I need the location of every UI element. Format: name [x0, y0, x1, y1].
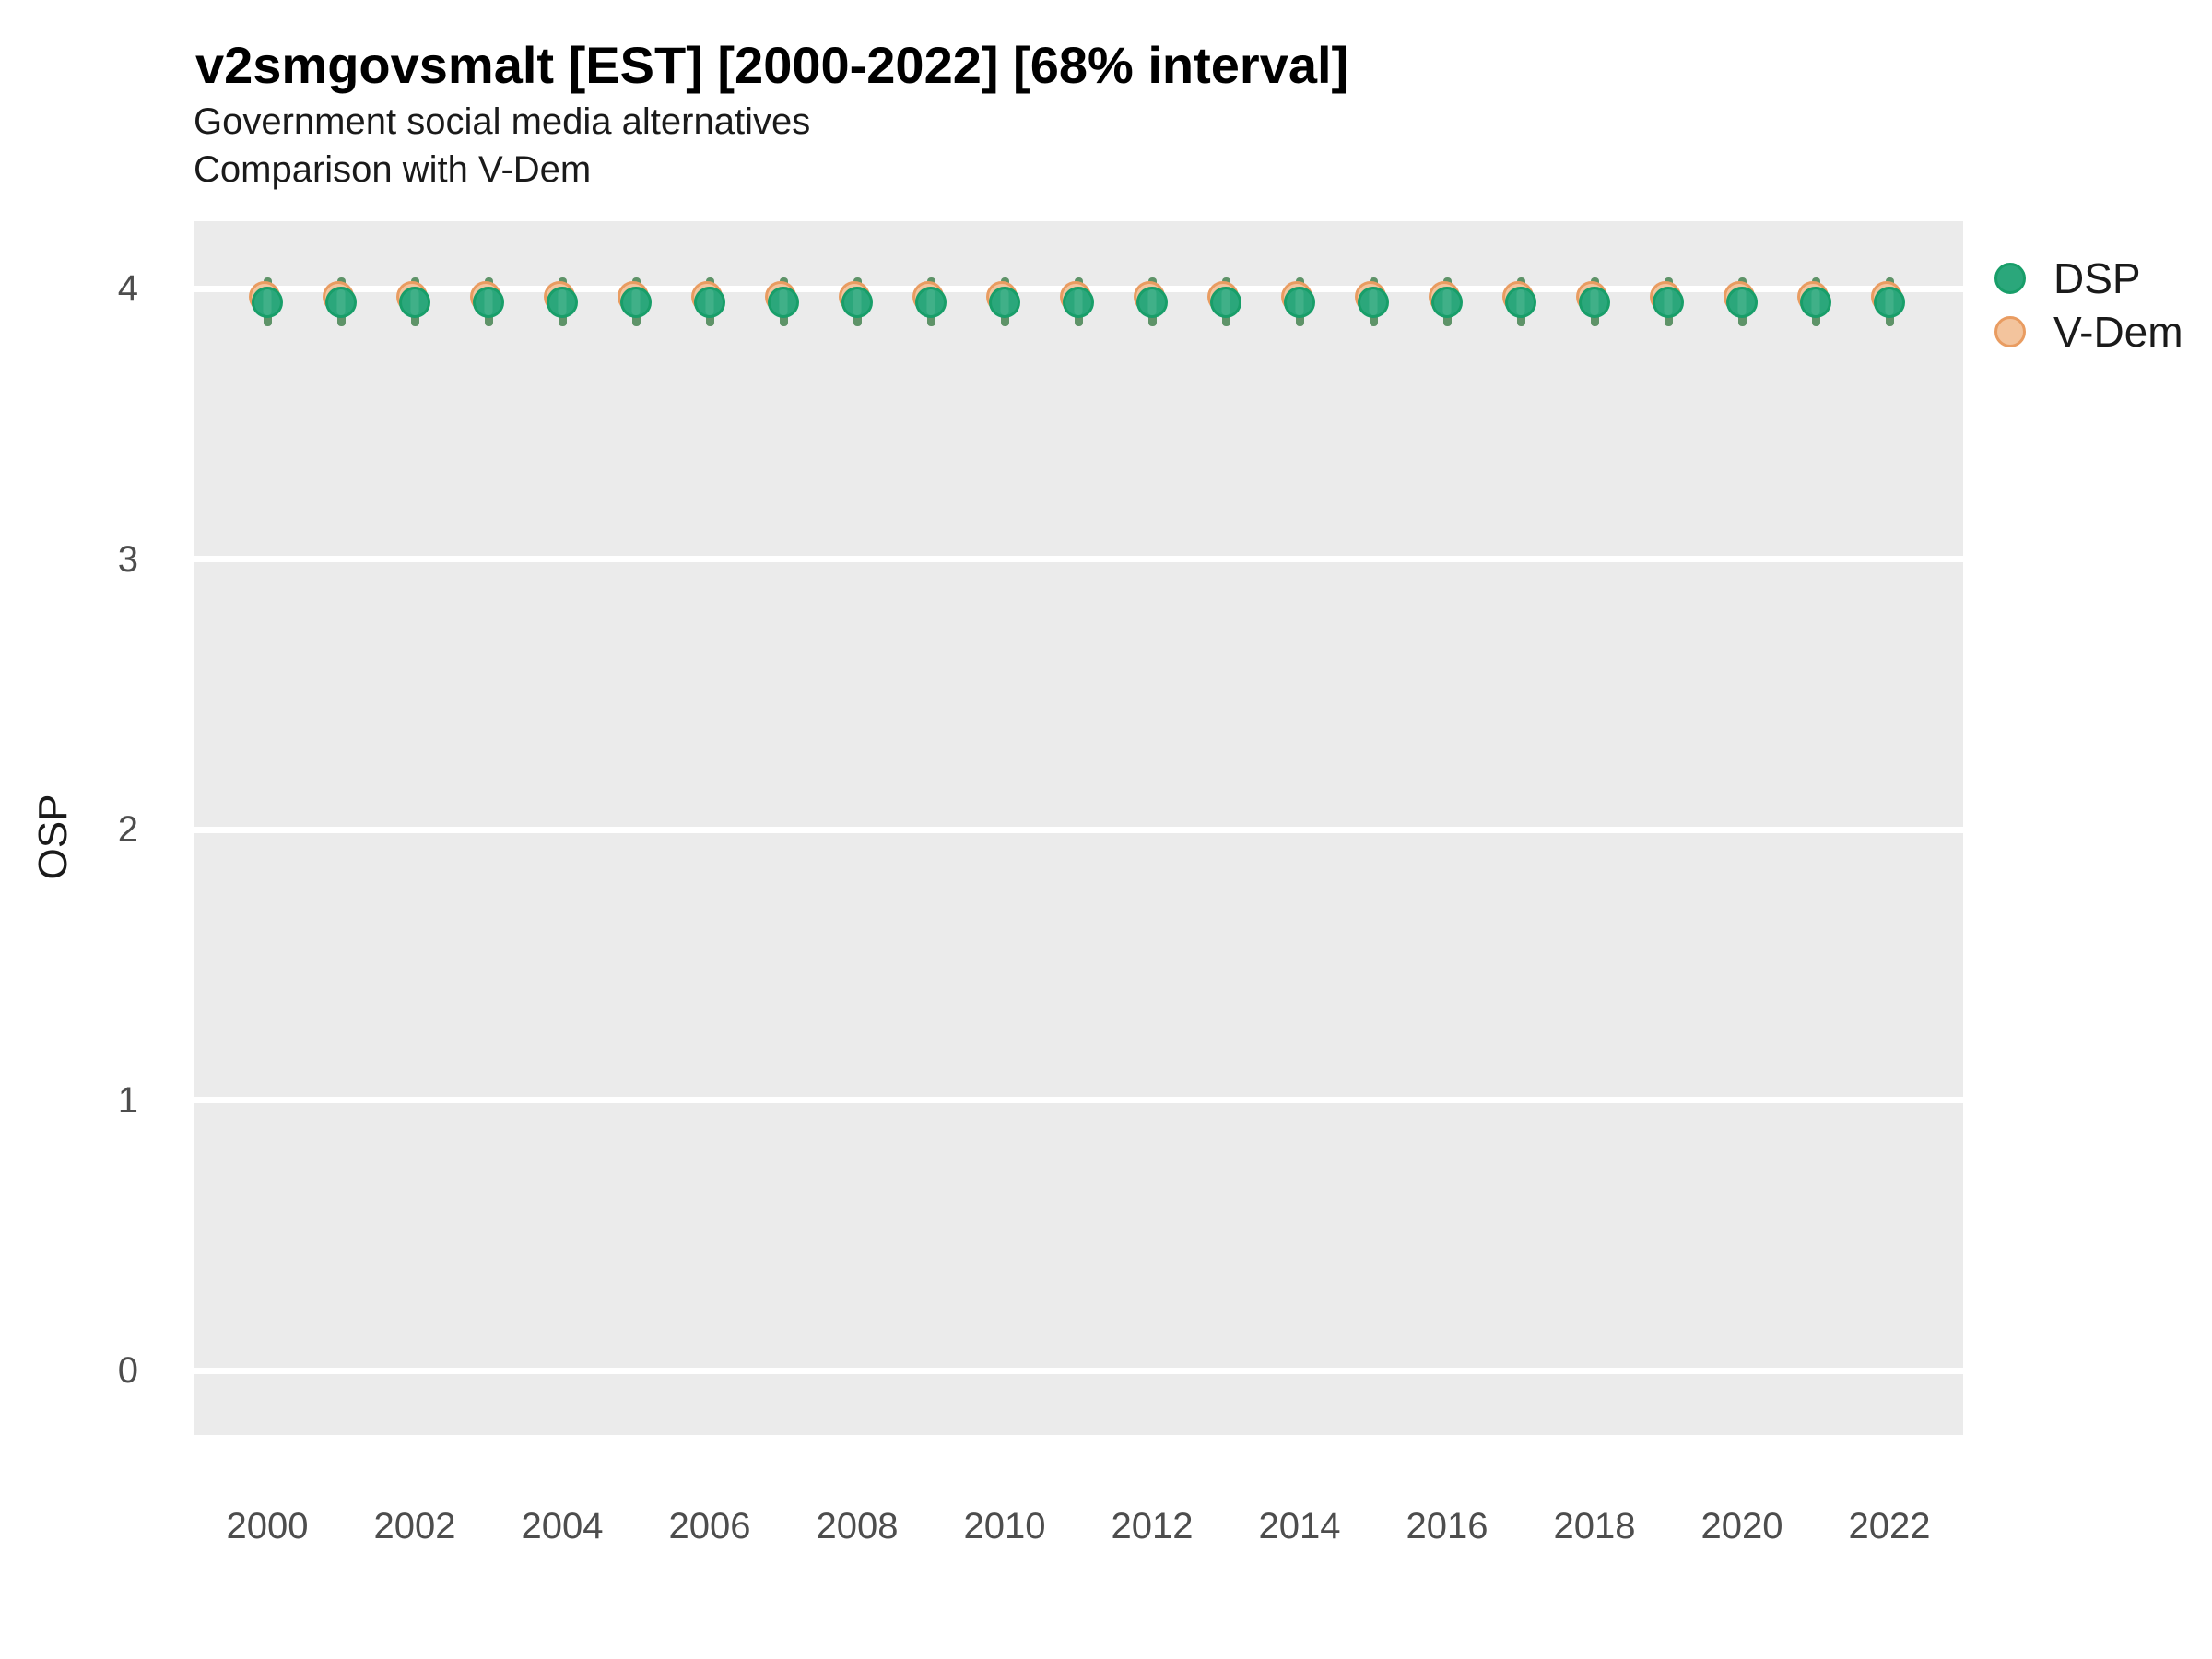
interval-highlight — [1369, 288, 1378, 315]
x-tick-label: 2020 — [1700, 1506, 1783, 1547]
gridline-y-0 — [194, 1367, 1963, 1374]
interval-highlight — [1147, 288, 1157, 315]
plot-panel — [194, 221, 1963, 1435]
interval-highlight — [1885, 288, 1894, 315]
dsp-point-marker — [1358, 286, 1389, 318]
interval-highlight — [1590, 288, 1599, 315]
dsp-point-marker — [1505, 286, 1536, 318]
interval-highlight — [1221, 288, 1230, 315]
dsp-point-marker — [399, 286, 430, 318]
chart-subtitle-line2: Comparison with V-Dem — [194, 149, 592, 190]
interval-highlight — [1737, 288, 1747, 315]
interval-highlight — [558, 288, 567, 315]
dsp-point-marker — [473, 286, 504, 318]
dsp-point-marker — [768, 286, 799, 318]
y-tick-label: 1 — [117, 1079, 138, 1121]
x-tick-label: 2010 — [963, 1506, 1046, 1547]
dsp-point-marker — [620, 286, 652, 318]
x-tick-label: 2000 — [226, 1506, 309, 1547]
x-tick-label: 2002 — [373, 1506, 456, 1547]
dsp-point-marker — [325, 286, 357, 318]
dsp-point-marker — [915, 286, 947, 318]
dsp-point-marker — [1063, 286, 1094, 318]
dsp-point-marker — [694, 286, 725, 318]
x-tick-label: 2014 — [1258, 1506, 1341, 1547]
dsp-point-marker — [1284, 286, 1315, 318]
vdem-legend-marker — [1994, 316, 2026, 347]
legend-label-dsp: DSP — [2053, 254, 2141, 302]
interval-highlight — [1811, 288, 1820, 315]
x-tick-label: 2022 — [1848, 1506, 1931, 1547]
dsp-point-marker — [841, 286, 873, 318]
dsp-point-marker — [1579, 286, 1610, 318]
chart-subtitle-line1: Government social media alternatives — [194, 101, 811, 142]
interval-highlight — [263, 288, 272, 315]
gridline-y-3 — [194, 556, 1963, 562]
y-tick-label: 4 — [117, 268, 138, 309]
interval-highlight — [1074, 288, 1083, 315]
dsp-point-marker — [1210, 286, 1241, 318]
y-tick-label: 0 — [117, 1350, 138, 1391]
interval-highlight — [336, 288, 346, 315]
interval-highlight — [410, 288, 419, 315]
interval-highlight — [1516, 288, 1525, 315]
dsp-point-marker — [1653, 286, 1684, 318]
chart-title: v2smgovsmalt [EST] [2000-2022] [68% inte… — [195, 36, 1349, 94]
interval-highlight — [779, 288, 788, 315]
interval-highlight — [926, 288, 935, 315]
dsp-point-marker — [1726, 286, 1758, 318]
dsp-point-marker — [252, 286, 283, 318]
dsp-point-marker — [1136, 286, 1168, 318]
y-tick-label: 2 — [117, 809, 138, 850]
interval-highlight — [631, 288, 641, 315]
x-tick-label: 2016 — [1406, 1506, 1488, 1547]
legend-label-vdem: V-Dem — [2053, 308, 2183, 356]
interval-highlight — [853, 288, 862, 315]
dsp-point-marker — [989, 286, 1020, 318]
x-tick-label: 2008 — [816, 1506, 899, 1547]
dsp-point-marker — [547, 286, 578, 318]
gridline-y-2 — [194, 826, 1963, 833]
x-tick-label: 2004 — [521, 1506, 604, 1547]
dsp-point-marker — [1431, 286, 1463, 318]
x-tick-label: 2012 — [1111, 1506, 1194, 1547]
interval-highlight — [484, 288, 493, 315]
interval-highlight — [1442, 288, 1452, 315]
gridline-y-1 — [194, 1097, 1963, 1103]
interval-highlight — [1295, 288, 1304, 315]
interval-highlight — [1664, 288, 1673, 315]
x-tick-label: 2018 — [1553, 1506, 1636, 1547]
interval-highlight — [1000, 288, 1009, 315]
x-tick-label: 2006 — [668, 1506, 751, 1547]
y-tick-label: 3 — [117, 538, 138, 580]
dsp-point-marker — [1800, 286, 1831, 318]
dsp-point-marker — [1874, 286, 1905, 318]
dsp-legend-marker — [1994, 263, 2026, 294]
interval-highlight — [705, 288, 714, 315]
